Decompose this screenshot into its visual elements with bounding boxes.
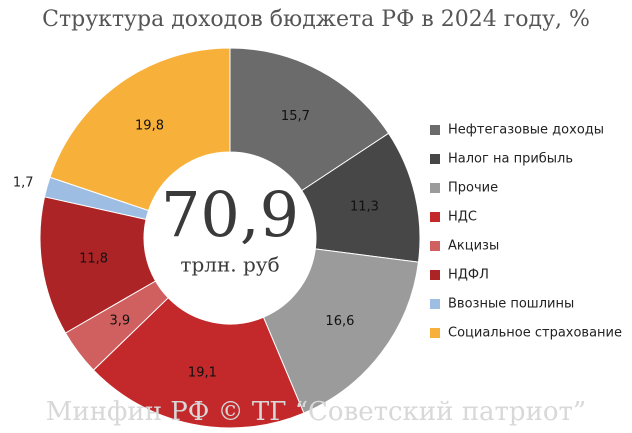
value-label: 19,1 (188, 366, 217, 381)
slice (92, 297, 305, 429)
legend-swatch (430, 125, 440, 135)
value-label: 11,8 (79, 251, 108, 266)
legend-swatch (430, 183, 440, 193)
value-label: 16,6 (325, 314, 354, 329)
slices (39, 47, 421, 429)
legend-label: Социальное страхование (448, 326, 622, 341)
slice (49, 47, 231, 212)
slice (229, 47, 390, 192)
legend-swatch (430, 212, 440, 222)
value-label: 1,7 (13, 176, 34, 191)
legend-label: НДС (448, 210, 477, 225)
legend-label: Акцизы (448, 239, 499, 254)
legend-swatch (430, 241, 440, 251)
center-label: трлн. руб (180, 253, 279, 277)
legend-label: НДФЛ (448, 268, 489, 283)
watermark: Минфин РФ © ТГ “Советский патриот” (46, 397, 586, 427)
legend-swatch (430, 299, 440, 309)
legend-label: Ввозные пошлины (448, 297, 574, 312)
value-label: 15,7 (281, 109, 310, 124)
legend-swatch (430, 270, 440, 280)
slice (262, 248, 420, 414)
legend-label: Нефтегазовые доходы (448, 123, 604, 138)
legend-swatch (430, 328, 440, 338)
legend-label: Прочие (448, 181, 498, 196)
value-label: 3,9 (109, 314, 130, 329)
legend-label: Налог на прибыль (448, 152, 573, 167)
value-label: 19,8 (135, 118, 164, 133)
center-value: 70,9 (161, 178, 299, 251)
chart-title: Структура доходов бюджета РФ в 2024 году… (42, 7, 590, 32)
legend-swatch (430, 154, 440, 164)
value-label: 11,3 (350, 199, 379, 214)
